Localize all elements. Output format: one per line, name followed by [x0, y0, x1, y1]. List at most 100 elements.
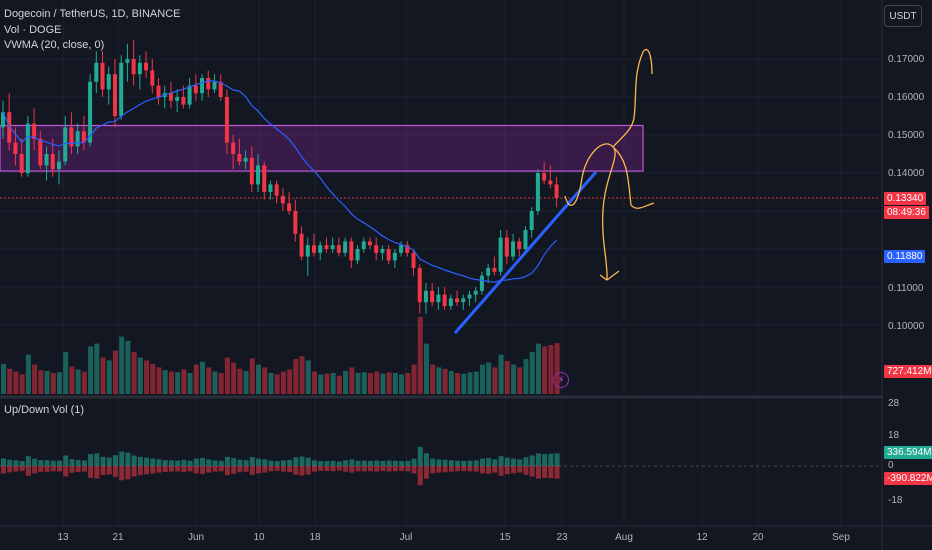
- updown-tick: 28: [888, 398, 900, 409]
- up-volume-bar: [243, 460, 249, 466]
- candle: [206, 70, 211, 97]
- down-volume-bar: [112, 466, 118, 477]
- down-volume-bar: [280, 466, 286, 472]
- volume-bar: [367, 373, 373, 394]
- down-volume-bar: [243, 466, 249, 472]
- volume-bar: [542, 346, 548, 394]
- down-volume-bar: [343, 466, 349, 472]
- countdown-tag: 08:49:36: [884, 206, 929, 219]
- down-volume-bar: [75, 466, 81, 473]
- symbol-legend[interactable]: Dogecoin / TetherUS, 1D, BINANCE: [4, 8, 181, 20]
- candle: [125, 43, 130, 82]
- up-volume-bar: [200, 457, 206, 466]
- volume-bar: [280, 371, 286, 394]
- up-volume-bar: [417, 446, 423, 466]
- down-volume-bar: [355, 466, 361, 472]
- down-volume-bar: [535, 466, 541, 479]
- volume-bar: [535, 343, 541, 394]
- down-volume-bar: [32, 466, 38, 474]
- price-tick: 0.11000: [888, 283, 924, 294]
- currency-button[interactable]: USDT: [884, 5, 922, 27]
- down-volume-bar: [299, 466, 305, 476]
- up-volume-bar: [156, 459, 162, 466]
- updown-tick: -18: [888, 495, 903, 506]
- volume-bar: [200, 361, 206, 394]
- volume-bar: [212, 371, 218, 394]
- up-volume-bar: [461, 460, 467, 466]
- grid-lines: [0, 0, 880, 526]
- volume-bar: [256, 364, 262, 394]
- date-tick: 15: [499, 532, 511, 543]
- down-volume-bar: [137, 466, 143, 476]
- up-volume-bar: [125, 452, 131, 466]
- vwma-legend[interactable]: VWMA (20, close, 0): [4, 39, 105, 51]
- up-volume-bar: [69, 459, 75, 466]
- up-volume-bar: [38, 460, 44, 466]
- down-volume-bar: [193, 466, 199, 474]
- up-volume-bar: [249, 457, 255, 466]
- date-tick: Sep: [832, 532, 850, 543]
- candle: [324, 237, 329, 253]
- up-volume-bar: [175, 460, 181, 466]
- price-tick: 0.17000: [888, 54, 925, 65]
- date-tick: Jul: [399, 532, 413, 543]
- up-volume-bar: [181, 459, 187, 466]
- down-volume-bar: [492, 466, 498, 473]
- up-volume-bar: [324, 460, 330, 466]
- up-volume-bar: [218, 460, 224, 466]
- volume-bar: [50, 373, 56, 394]
- up-volume-bar: [56, 460, 62, 466]
- up-volume-bar: [119, 451, 125, 466]
- candle: [262, 161, 267, 200]
- down-volume-bar: [529, 466, 535, 477]
- up-volume-bar: [262, 459, 268, 466]
- volume-legend[interactable]: Vol · DOGE: [4, 24, 62, 36]
- candle: [7, 93, 12, 151]
- down-volume-bar: [479, 466, 485, 474]
- candle: [312, 233, 316, 257]
- volume-bar: [181, 369, 187, 394]
- up-volume-bar: [168, 460, 174, 466]
- lightning-icon[interactable]: ⚡: [553, 372, 569, 388]
- volume-bar: [386, 372, 392, 394]
- updown-legend[interactable]: Up/Down Vol (1): [4, 404, 85, 416]
- date-tick: 21: [112, 532, 124, 543]
- up-volume-bar: [349, 459, 355, 466]
- up-volume-bar: [1, 458, 6, 466]
- candle: [56, 150, 61, 185]
- volume-bar: [274, 374, 280, 394]
- candle: [25, 116, 30, 177]
- up-volume-bar: [144, 457, 150, 466]
- down-volume-bar: [274, 466, 280, 471]
- candle: [305, 237, 310, 276]
- down-volume-bar: [436, 466, 442, 473]
- candle: [511, 233, 516, 261]
- volume-bar: [455, 373, 461, 394]
- down-volume-bar: [212, 466, 218, 472]
- down-volume-bar: [486, 466, 492, 474]
- down-volume-bar: [63, 466, 69, 477]
- down-volume-bar: [423, 466, 429, 479]
- candle: [374, 237, 379, 261]
- volume-bar: [168, 371, 174, 394]
- candle: [386, 245, 391, 265]
- down-volume-bar: [181, 466, 187, 473]
- candle: [473, 287, 478, 303]
- up-volume-bar: [318, 461, 324, 466]
- up-volume-bar: [256, 458, 262, 466]
- candle: [280, 188, 285, 211]
- volume-bar: [44, 370, 50, 394]
- up-volume-bar: [492, 459, 498, 466]
- volume-bar: [237, 368, 243, 394]
- candle: [100, 51, 105, 97]
- volume-bar: [38, 370, 44, 394]
- down-volume-bar: [367, 466, 373, 472]
- candle: [112, 59, 117, 128]
- down-volume-bar: [511, 466, 517, 474]
- down-volume-bar: [156, 466, 162, 473]
- candle: [486, 264, 491, 284]
- volume-bar: [218, 373, 224, 394]
- volume-bar: [430, 364, 436, 394]
- volume-bar: [380, 373, 386, 394]
